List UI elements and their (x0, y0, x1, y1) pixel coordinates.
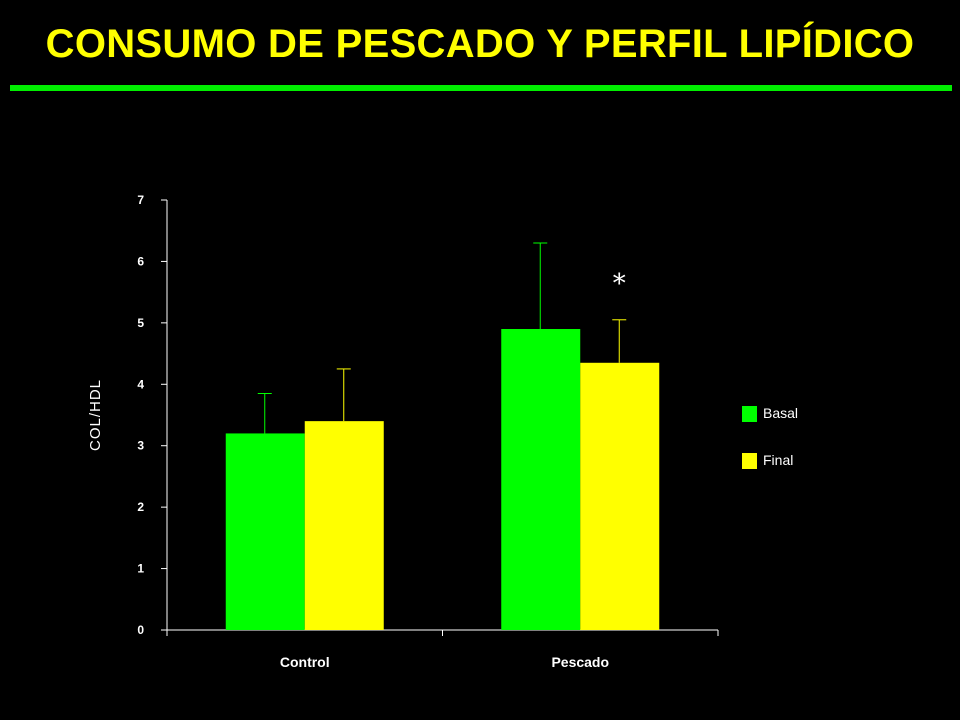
bar-pescado-basal (501, 329, 581, 630)
legend-label-final: Final (763, 452, 793, 468)
significance-asterisk: * (613, 269, 626, 299)
y-tick-label: 2 (137, 500, 144, 514)
bar-pescado-final (580, 362, 660, 630)
title-underline (10, 85, 952, 91)
bar-control-basal (225, 433, 305, 630)
y-tick-label: 7 (137, 193, 144, 207)
y-tick-label: 4 (137, 377, 144, 391)
legend-label-basal: Basal (763, 405, 798, 421)
legend-swatch-basal (742, 406, 757, 422)
legend-swatch-final (742, 453, 757, 469)
bar-control-final (304, 421, 384, 630)
x-category-label: Control (280, 654, 330, 670)
y-tick-label: 5 (137, 316, 144, 330)
y-tick-label: 1 (137, 562, 144, 576)
y-tick-label: 6 (137, 254, 144, 268)
page-title: CONSUMO DE PESCADO Y PERFIL LIPÍDICO (45, 22, 915, 66)
x-category-label: Pescado (551, 654, 609, 670)
y-tick-label: 0 (137, 623, 144, 637)
y-axis-label: COL/HDL (87, 379, 104, 451)
y-tick-label: 3 (137, 439, 144, 453)
